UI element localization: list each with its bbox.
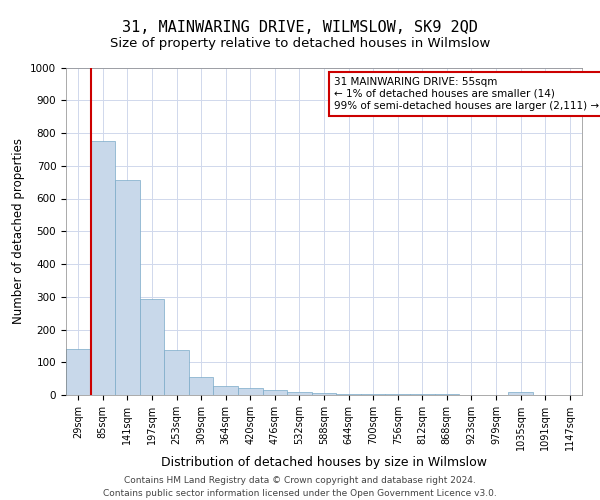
Bar bbox=[385, 394, 410, 395]
Bar bbox=[115, 180, 140, 395]
Bar bbox=[214, 386, 238, 395]
Bar bbox=[91, 141, 115, 395]
Bar bbox=[508, 392, 533, 395]
Bar bbox=[140, 299, 164, 395]
Y-axis label: Number of detached properties: Number of detached properties bbox=[11, 138, 25, 324]
Text: 31, MAINWARING DRIVE, WILMSLOW, SK9 2QD: 31, MAINWARING DRIVE, WILMSLOW, SK9 2QD bbox=[122, 20, 478, 35]
Bar bbox=[312, 394, 336, 395]
Bar bbox=[164, 350, 189, 395]
Text: Contains HM Land Registry data © Crown copyright and database right 2024.
Contai: Contains HM Land Registry data © Crown c… bbox=[103, 476, 497, 498]
Text: 31 MAINWARING DRIVE: 55sqm
← 1% of detached houses are smaller (14)
99% of semi-: 31 MAINWARING DRIVE: 55sqm ← 1% of detac… bbox=[334, 78, 599, 110]
Bar bbox=[287, 392, 312, 395]
Bar bbox=[263, 390, 287, 395]
Bar bbox=[238, 388, 263, 395]
X-axis label: Distribution of detached houses by size in Wilmslow: Distribution of detached houses by size … bbox=[161, 456, 487, 468]
Bar bbox=[336, 394, 361, 395]
Text: Size of property relative to detached houses in Wilmslow: Size of property relative to detached ho… bbox=[110, 38, 490, 51]
Bar bbox=[189, 377, 214, 395]
Bar bbox=[410, 394, 434, 395]
Bar bbox=[434, 394, 459, 395]
Bar bbox=[66, 349, 91, 395]
Bar bbox=[361, 394, 385, 395]
